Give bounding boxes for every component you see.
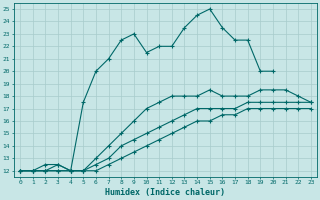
X-axis label: Humidex (Indice chaleur): Humidex (Indice chaleur) (106, 188, 226, 197)
